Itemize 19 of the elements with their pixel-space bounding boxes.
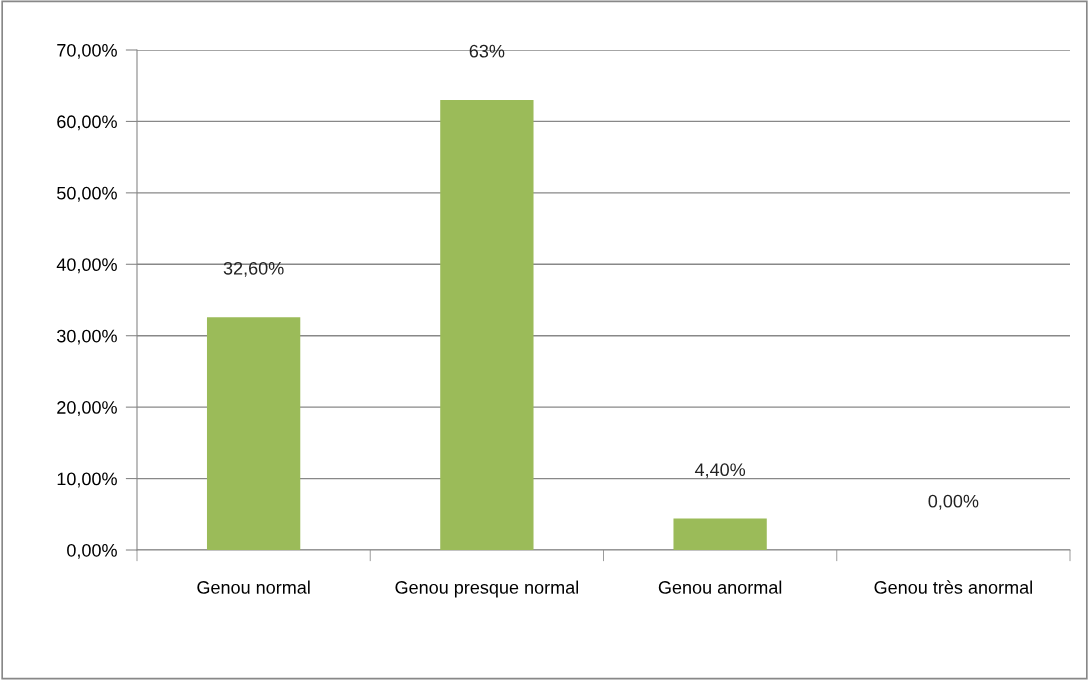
bar — [673, 518, 767, 550]
data-label: 0,00% — [928, 494, 979, 510]
y-tick-label: 10,00% — [57, 472, 117, 488]
y-tick-label: 60,00% — [57, 115, 117, 131]
x-tick-label: Genou très anormal — [874, 580, 1032, 594]
data-label: 63% — [469, 44, 505, 58]
bar — [440, 100, 534, 550]
data-label: 32,60% — [223, 261, 284, 277]
y-tick-label: 0,00% — [67, 543, 117, 559]
y-tick-label: 50,00% — [57, 186, 117, 202]
data-label: 4,40% — [694, 463, 746, 479]
bar — [206, 317, 301, 550]
x-tick-label: Genou presque normal — [395, 580, 579, 598]
x-tick-label: Genou normal — [197, 580, 310, 594]
x-tick-label: Genou anormal — [658, 580, 782, 594]
y-tick-label: 20,00% — [57, 401, 117, 416]
y-tick-label: 70,00% — [57, 43, 117, 59]
y-tick-label: 40,00% — [56, 258, 117, 274]
y-tick-label: 30,00% — [57, 329, 117, 345]
